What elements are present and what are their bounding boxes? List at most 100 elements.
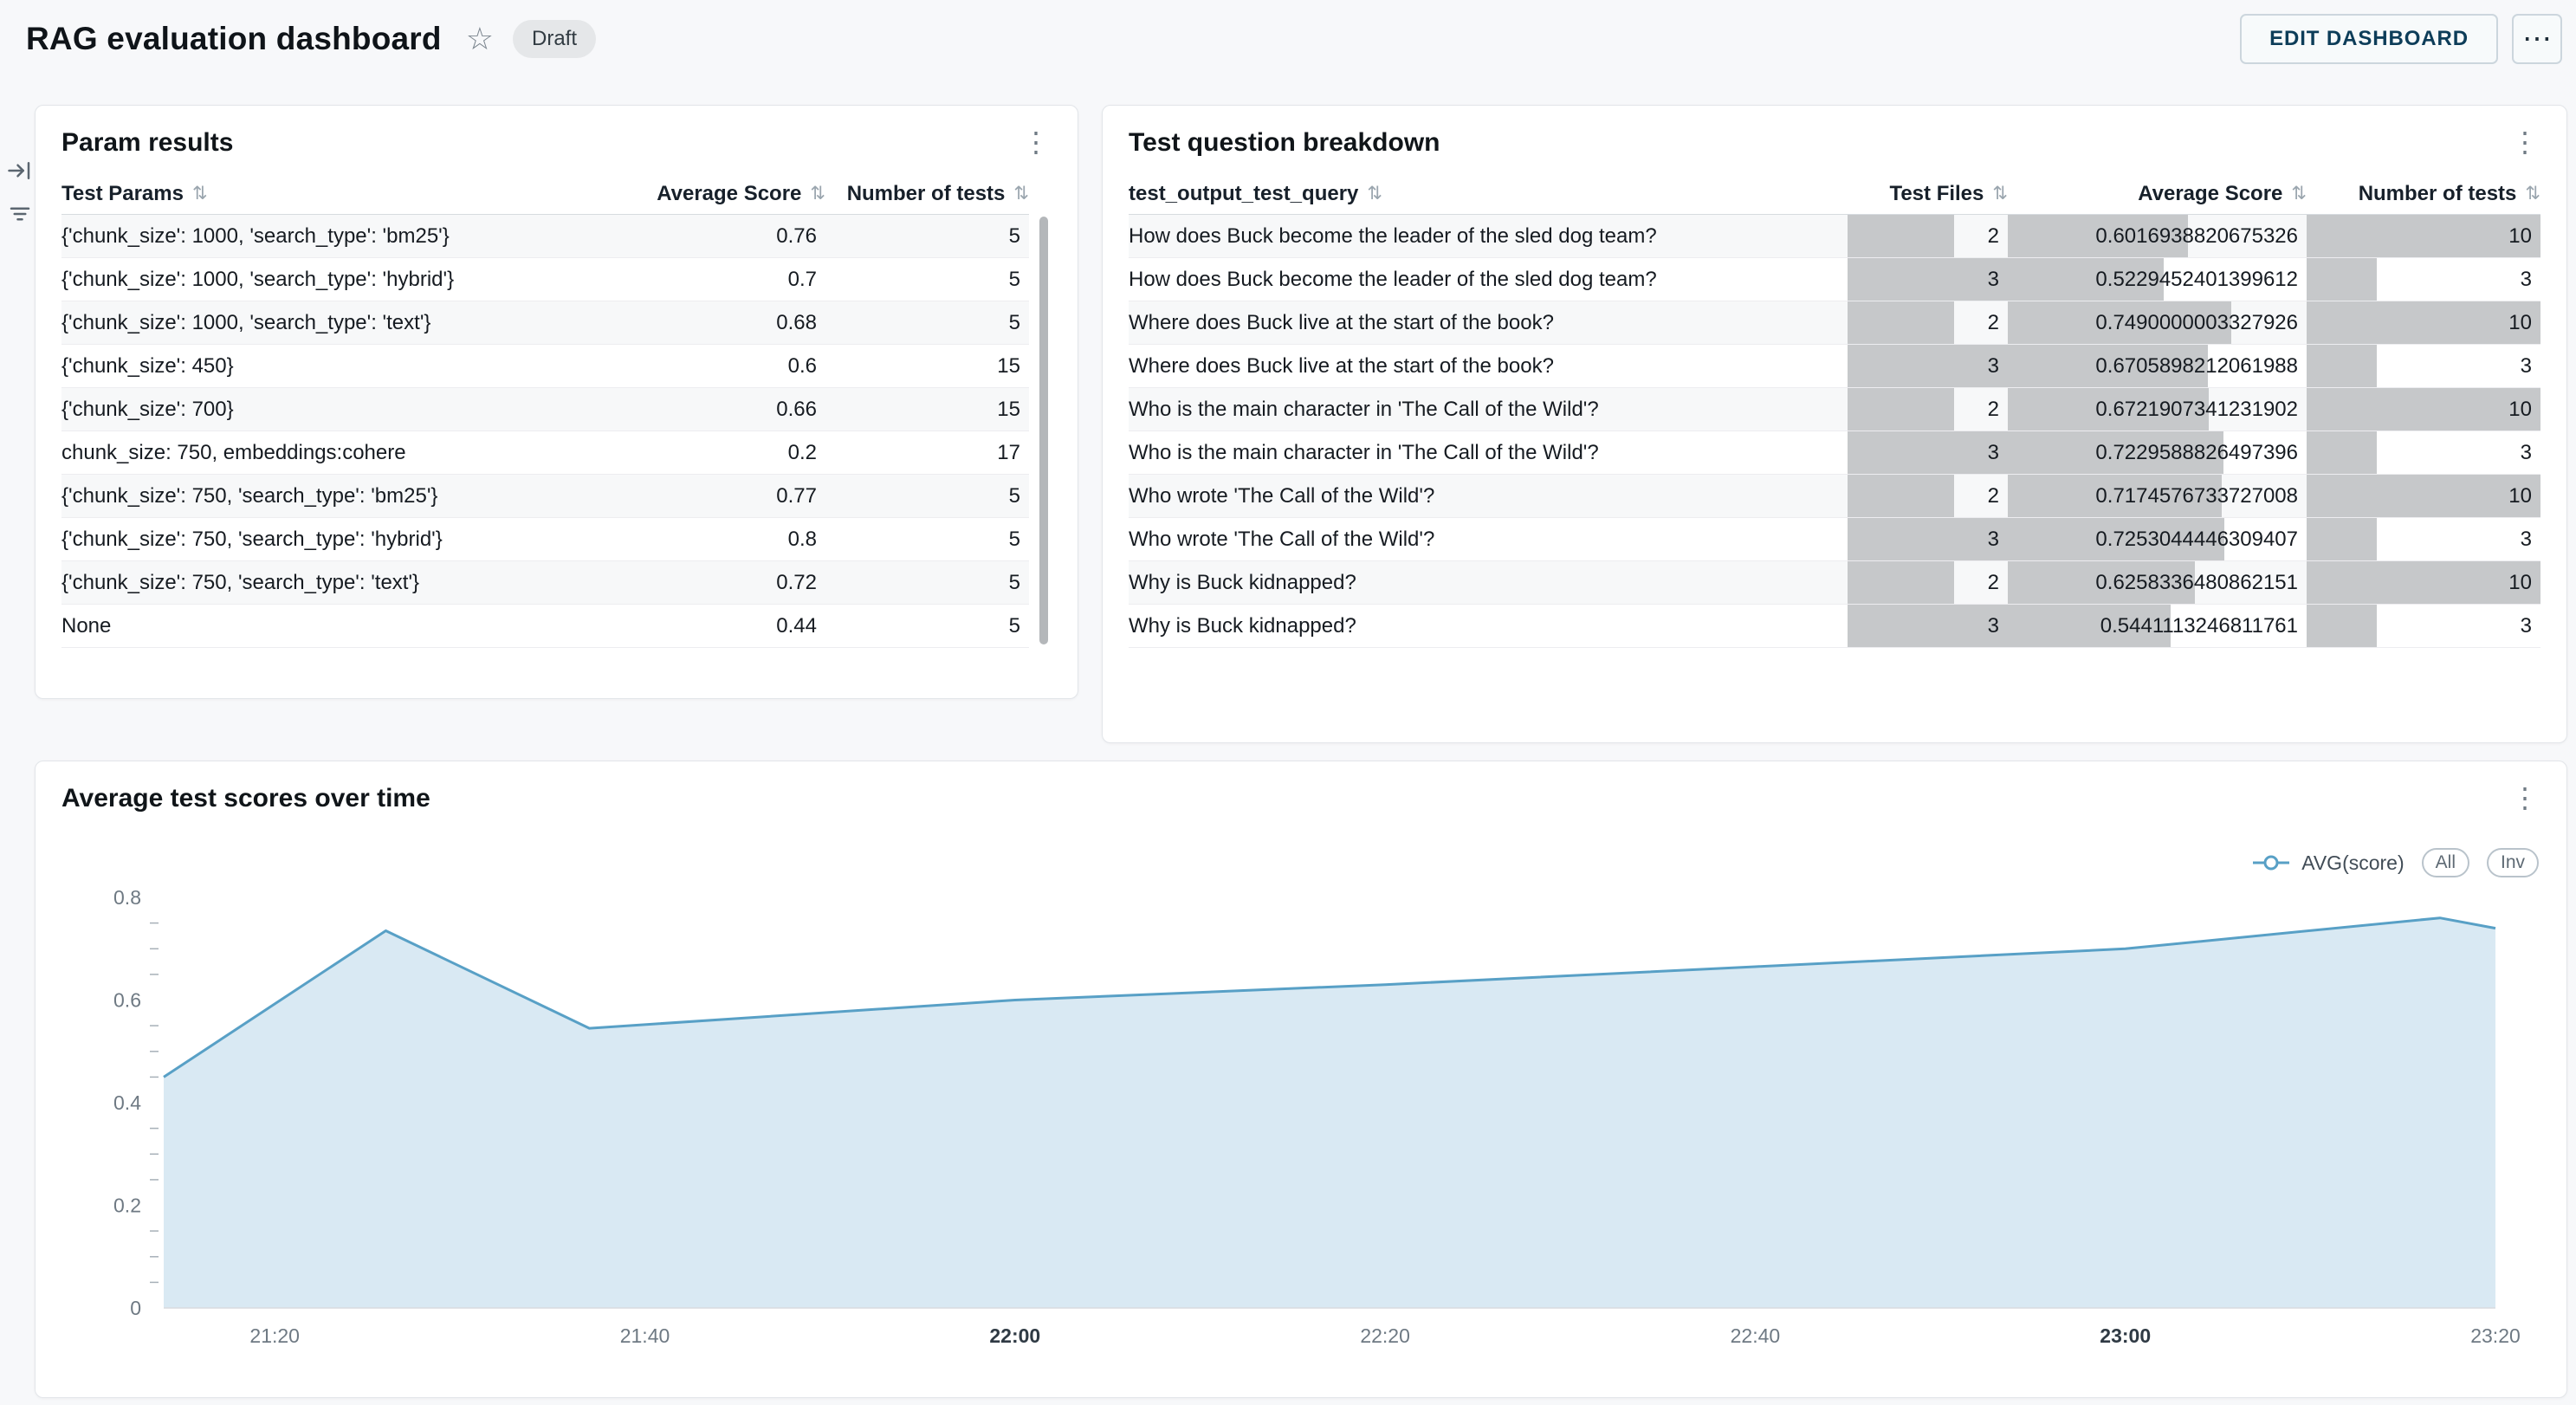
query-cell: How does Buck become the leader of the s… xyxy=(1129,267,1657,291)
column-label: Test Params xyxy=(61,181,184,205)
number-of-tests-cell: 5 xyxy=(1008,527,1020,551)
average-score-cell: 0.44 xyxy=(776,613,817,638)
table-body: How does Buck become the leader of the s… xyxy=(1129,215,2540,648)
more-options-button[interactable]: ⋯ xyxy=(2512,14,2562,64)
x-axis-label: 21:20 xyxy=(249,1324,300,1347)
filter-icon[interactable] xyxy=(5,199,35,229)
table-body: {'chunk_size': 1000, 'search_type': 'bm2… xyxy=(61,215,1029,648)
data-bar xyxy=(2307,215,2540,257)
data-bar xyxy=(1848,431,2008,474)
cell-value: 2 xyxy=(1987,223,1999,248)
cell-value: 3 xyxy=(2520,440,2532,464)
column-header-test-params[interactable]: Test Params ⇅ xyxy=(61,182,609,206)
query-cell: Who wrote 'The Call of the Wild'? xyxy=(1129,527,1435,551)
cell-value: 2 xyxy=(1987,310,1999,334)
cell-value: 0.7174576733727008 xyxy=(2095,483,2298,508)
column-header-average-score[interactable]: Average Score ⇅ xyxy=(609,182,825,206)
cell-value: 0.7253044446309407 xyxy=(2095,527,2298,551)
area-line-chart[interactable]: 0 0.2 0.4 0.6 0.8 21:20 21:40 22:00 22:20 22:40 23… xyxy=(60,874,2544,1376)
data-bar xyxy=(2307,518,2377,560)
column-header-test-output-test-query[interactable]: test_output_test_query ⇅ xyxy=(1129,182,1848,206)
test-files-cell: 2 xyxy=(1848,388,2008,431)
number-of-tests-cell: 10 xyxy=(2307,475,2540,517)
sort-icon: ⇅ xyxy=(810,184,825,204)
favorite-star-icon[interactable]: ☆ xyxy=(465,21,494,56)
scrollbar-thumb[interactable] xyxy=(1039,217,1048,644)
cell-value: 2 xyxy=(1987,483,1999,508)
test-files-cell: 2 xyxy=(1848,301,2008,344)
test-files-cell: 2 xyxy=(1848,475,2008,517)
card-menu-icon[interactable]: ⋮ xyxy=(1022,126,1050,158)
cell-value: 0.7490000003327926 xyxy=(2095,310,2298,334)
number-of-tests-cell: 5 xyxy=(1008,570,1020,594)
data-bar xyxy=(2307,388,2540,431)
column-header-average-score[interactable]: Average Score ⇅ xyxy=(2008,182,2307,206)
query-cell: Who is the main character in 'The Call o… xyxy=(1129,440,1599,464)
header: RAG evaluation dashboard ☆ Draft EDIT DA… xyxy=(0,0,2576,78)
sort-icon: ⇅ xyxy=(1367,184,1382,204)
x-axis-label: 22:00 xyxy=(989,1324,1040,1347)
expand-panel-icon[interactable] xyxy=(5,156,35,185)
table-row: {'chunk_size': 700} 0.66 15 xyxy=(61,388,1029,431)
table-row: Where does Buck live at the start of the… xyxy=(1129,301,2540,345)
cell-value: 0.5229452401399612 xyxy=(2095,267,2298,291)
legend-item-avg-score[interactable]: AVG(score) xyxy=(2251,851,2404,875)
number-of-tests-cell: 5 xyxy=(1008,310,1020,334)
average-score-cell: 0.6016938820675326 xyxy=(2008,215,2307,257)
average-score-cell: 0.7174576733727008 xyxy=(2008,475,2307,517)
cell-value: 0.6705898212061988 xyxy=(2095,353,2298,378)
data-bar xyxy=(2008,431,2224,474)
column-label: Number of tests xyxy=(2358,181,2517,205)
table-row: Why is Buck kidnapped? 3 0.544111324681176… xyxy=(1129,605,2540,648)
test-files-cell: 3 xyxy=(1848,258,2008,301)
cell-value: 3 xyxy=(2520,613,2532,638)
cell-value: 3 xyxy=(2520,527,2532,551)
cell-value: 10 xyxy=(2508,310,2532,334)
test-params-cell: {'chunk_size': 1000, 'search_type': 'tex… xyxy=(61,310,431,334)
column-header-test-files[interactable]: Test Files ⇅ xyxy=(1848,182,2008,206)
test-params-cell: {'chunk_size': 750, 'search_type': 'text… xyxy=(61,570,420,594)
query-cell: Why is Buck kidnapped? xyxy=(1129,570,1356,594)
param-results-card: Param results ⋮ Test Params ⇅ Average Scor… xyxy=(35,105,1078,699)
column-header-number-of-tests[interactable]: Number of tests ⇅ xyxy=(2307,182,2540,206)
cell-value: 10 xyxy=(2508,483,2532,508)
average-score-cell: 0.77 xyxy=(776,483,817,508)
cell-value: 10 xyxy=(2508,223,2532,248)
sort-icon: ⇅ xyxy=(1013,184,1029,204)
average-score-cell: 0.6258336480862151 xyxy=(2008,561,2307,604)
sort-icon: ⇅ xyxy=(191,184,208,204)
number-of-tests-cell: 3 xyxy=(2307,258,2540,301)
table-header-row: Test Params ⇅ Average Score ⇅ Number of test… xyxy=(61,173,1029,215)
query-cell: Why is Buck kidnapped? xyxy=(1129,613,1356,638)
average-score-cell: 0.6705898212061988 xyxy=(2008,345,2307,387)
card-menu-icon[interactable]: ⋮ xyxy=(2511,126,2539,158)
column-header-number-of-tests[interactable]: Number of tests ⇅ xyxy=(825,182,1029,206)
query-cell: Who wrote 'The Call of the Wild'? xyxy=(1129,483,1435,508)
legend-label: AVG(score) xyxy=(2301,851,2404,874)
page-title: RAG evaluation dashboard xyxy=(26,21,442,56)
data-bar xyxy=(2008,605,2171,647)
legend-all-button[interactable]: All xyxy=(2421,848,2469,877)
column-label: Number of tests xyxy=(846,181,1006,205)
cell-value: 3 xyxy=(2520,353,2532,378)
edit-dashboard-button[interactable]: EDIT DASHBOARD xyxy=(2240,14,2498,64)
number-of-tests-cell: 15 xyxy=(997,397,1020,421)
table-row: {'chunk_size': 750, 'search_type': 'hybr… xyxy=(61,518,1029,561)
card-menu-icon[interactable]: ⋮ xyxy=(2511,782,2539,813)
data-bar xyxy=(1848,388,1955,431)
x-axis-label: 23:20 xyxy=(2470,1324,2521,1347)
data-bar xyxy=(2008,475,2223,517)
table-row: How does Buck become the leader of the s… xyxy=(1129,258,2540,301)
y-axis-label: 0.8 xyxy=(113,886,141,909)
table-row: Who is the main character in 'The Call o… xyxy=(1129,388,2540,431)
number-of-tests-cell: 3 xyxy=(2307,431,2540,474)
legend-invert-button[interactable]: Inv xyxy=(2486,848,2539,877)
average-score-cell: 0.68 xyxy=(776,310,817,334)
param-results-title: Param results xyxy=(61,128,234,157)
question-breakdown-table: test_output_test_query ⇅ Test Files ⇅ Averag… xyxy=(1129,173,2540,648)
param-results-table: Test Params ⇅ Average Score ⇅ Number of test… xyxy=(61,173,1029,648)
test-params-cell: None xyxy=(61,613,112,638)
data-bar xyxy=(1848,561,1955,604)
test-params-cell: {'chunk_size': 1000, 'search_type': 'bm2… xyxy=(61,223,450,248)
